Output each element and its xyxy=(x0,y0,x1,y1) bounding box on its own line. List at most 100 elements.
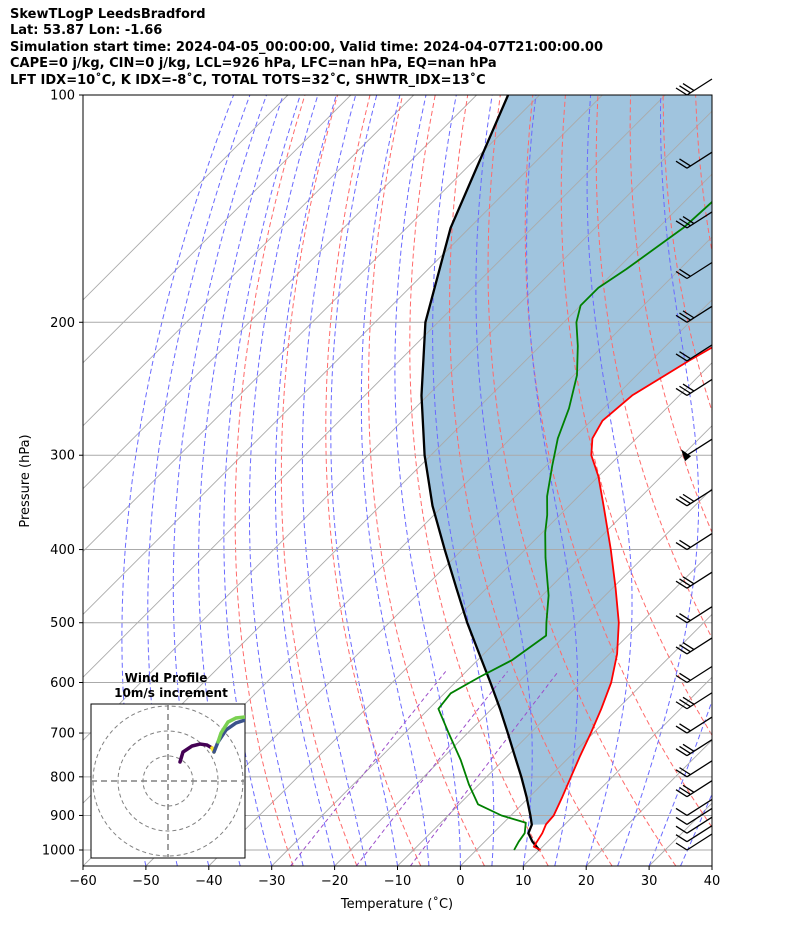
wind-barb xyxy=(675,807,713,825)
x-tick-label: −30 xyxy=(258,874,285,889)
x-tick-label: −60 xyxy=(69,874,96,889)
chart-header: SkewTLogP LeedsBradford Lat: 53.87 Lon: … xyxy=(10,7,603,89)
moist-adiabat-line xyxy=(475,95,533,866)
wind-barb xyxy=(675,798,713,817)
dry-adiabat-line xyxy=(487,95,677,866)
wind-barb xyxy=(675,716,713,734)
y-tick-label: 700 xyxy=(50,727,75,742)
moist-adiabat-line xyxy=(360,95,430,866)
moist-adiabat-line xyxy=(248,95,319,866)
isotherm-line xyxy=(711,865,712,866)
y-tick-label: 200 xyxy=(50,316,75,331)
moist-adiabat-line xyxy=(617,95,700,866)
wind-barb xyxy=(675,739,713,757)
wind-barb xyxy=(675,489,713,507)
dry-adiabat-line xyxy=(560,95,712,737)
wind-barb xyxy=(675,825,713,843)
isotherm-line xyxy=(83,95,477,490)
parcel-profile-line xyxy=(420,95,541,851)
wind-barb xyxy=(675,637,713,655)
dry-adiabat-line xyxy=(595,95,712,640)
inset-subtitle: 10m/s increment xyxy=(114,686,228,700)
x-tick-label: 40 xyxy=(704,874,721,889)
wind-barb xyxy=(675,211,713,229)
dry-adiabat-line xyxy=(409,95,549,866)
wind-barb xyxy=(675,816,713,834)
wind-barb xyxy=(675,151,713,169)
y-tick-label: 400 xyxy=(50,543,75,558)
mixing-ratio-line xyxy=(290,671,447,866)
wind-barb xyxy=(675,78,713,96)
moist-adiabat-line xyxy=(223,95,301,866)
wind-barb xyxy=(675,344,713,362)
wind-barb xyxy=(675,780,713,798)
cin-area xyxy=(421,95,712,825)
moist-adiabat-line xyxy=(394,95,461,866)
hodograph-line xyxy=(216,715,245,744)
isotherm-line xyxy=(271,425,712,866)
stability-parameters: CAPE=0 j/kg, CIN=0 j/kg, LCL=926 hPa, LF… xyxy=(10,56,497,72)
dry-adiabat-line xyxy=(368,95,485,866)
inset-ring xyxy=(117,730,219,832)
wind-barb xyxy=(675,261,713,280)
hodograph-line xyxy=(178,742,214,764)
isotherm-line xyxy=(334,487,712,866)
moist-adiabat-line xyxy=(274,95,337,866)
mixing-ratio-line xyxy=(409,671,559,866)
isotherm-line xyxy=(83,95,289,301)
moist-adiabat-line xyxy=(585,95,633,866)
simulation-times: Simulation start time: 2024-04-05_00:00:… xyxy=(10,39,603,55)
isotherm-line xyxy=(83,95,666,678)
temperature-profile-line xyxy=(532,346,712,851)
y-tick-label: 100 xyxy=(50,89,75,104)
x-tick-label: −10 xyxy=(384,874,411,889)
dry-adiabat-line xyxy=(325,95,422,866)
isotherm-line xyxy=(83,95,415,427)
x-tick-label: −50 xyxy=(132,874,159,889)
wind-barb xyxy=(675,571,713,589)
dewpoint-profile-line xyxy=(437,200,712,851)
dry-adiabat-line xyxy=(761,95,794,866)
isotherm-line xyxy=(208,362,712,866)
wind-barb xyxy=(675,305,713,323)
isotherm-line xyxy=(83,95,540,553)
moist-adiabat-line xyxy=(172,95,267,866)
isotherm-line xyxy=(83,95,352,364)
isotherm-line xyxy=(145,299,712,866)
x-tick-label: 20 xyxy=(578,874,595,889)
dry-adiabat-line xyxy=(524,95,712,829)
x-tick-label: 30 xyxy=(641,874,658,889)
wind-profile-inset: Wind Profile 10m/s increment xyxy=(90,671,246,859)
x-axis-label: Temperature (˚C) xyxy=(340,896,453,912)
wind-barb xyxy=(675,533,713,551)
dry-adiabat-line xyxy=(234,95,306,866)
wind-barb xyxy=(681,438,713,462)
dry-adiabat-line xyxy=(280,95,358,866)
moist-adiabat-line xyxy=(526,95,579,866)
moist-adiabat-line xyxy=(680,792,712,866)
wind-barb xyxy=(675,692,713,710)
y-tick-label: 500 xyxy=(50,616,75,631)
isotherm-line xyxy=(397,550,712,866)
y-tick-label: 800 xyxy=(50,770,75,785)
y-tick-label: 1000 xyxy=(42,844,75,859)
wind-barb xyxy=(675,606,713,624)
chart-title: SkewTLogP LeedsBradford xyxy=(10,7,206,22)
y-tick-label: 900 xyxy=(50,809,75,824)
x-tick-label: 10 xyxy=(515,874,532,889)
station-coordinates: Lat: 53.87 Lon: -1.66 xyxy=(10,23,163,39)
y-tick-label: 300 xyxy=(50,449,75,464)
moist-adiabat-line xyxy=(301,95,367,866)
wind-barb xyxy=(675,833,713,851)
wind-barb xyxy=(675,760,713,778)
y-tick-label: 600 xyxy=(50,676,75,691)
dry-adiabat-line xyxy=(662,95,712,413)
hodograph-line xyxy=(212,718,245,754)
wind-barb xyxy=(675,378,713,396)
isotherm-line xyxy=(83,95,603,616)
moist-adiabat-line xyxy=(648,699,712,866)
isotherm-line xyxy=(83,110,712,741)
x-tick-label: 0 xyxy=(456,874,464,889)
moist-adiabat-line xyxy=(432,95,495,866)
